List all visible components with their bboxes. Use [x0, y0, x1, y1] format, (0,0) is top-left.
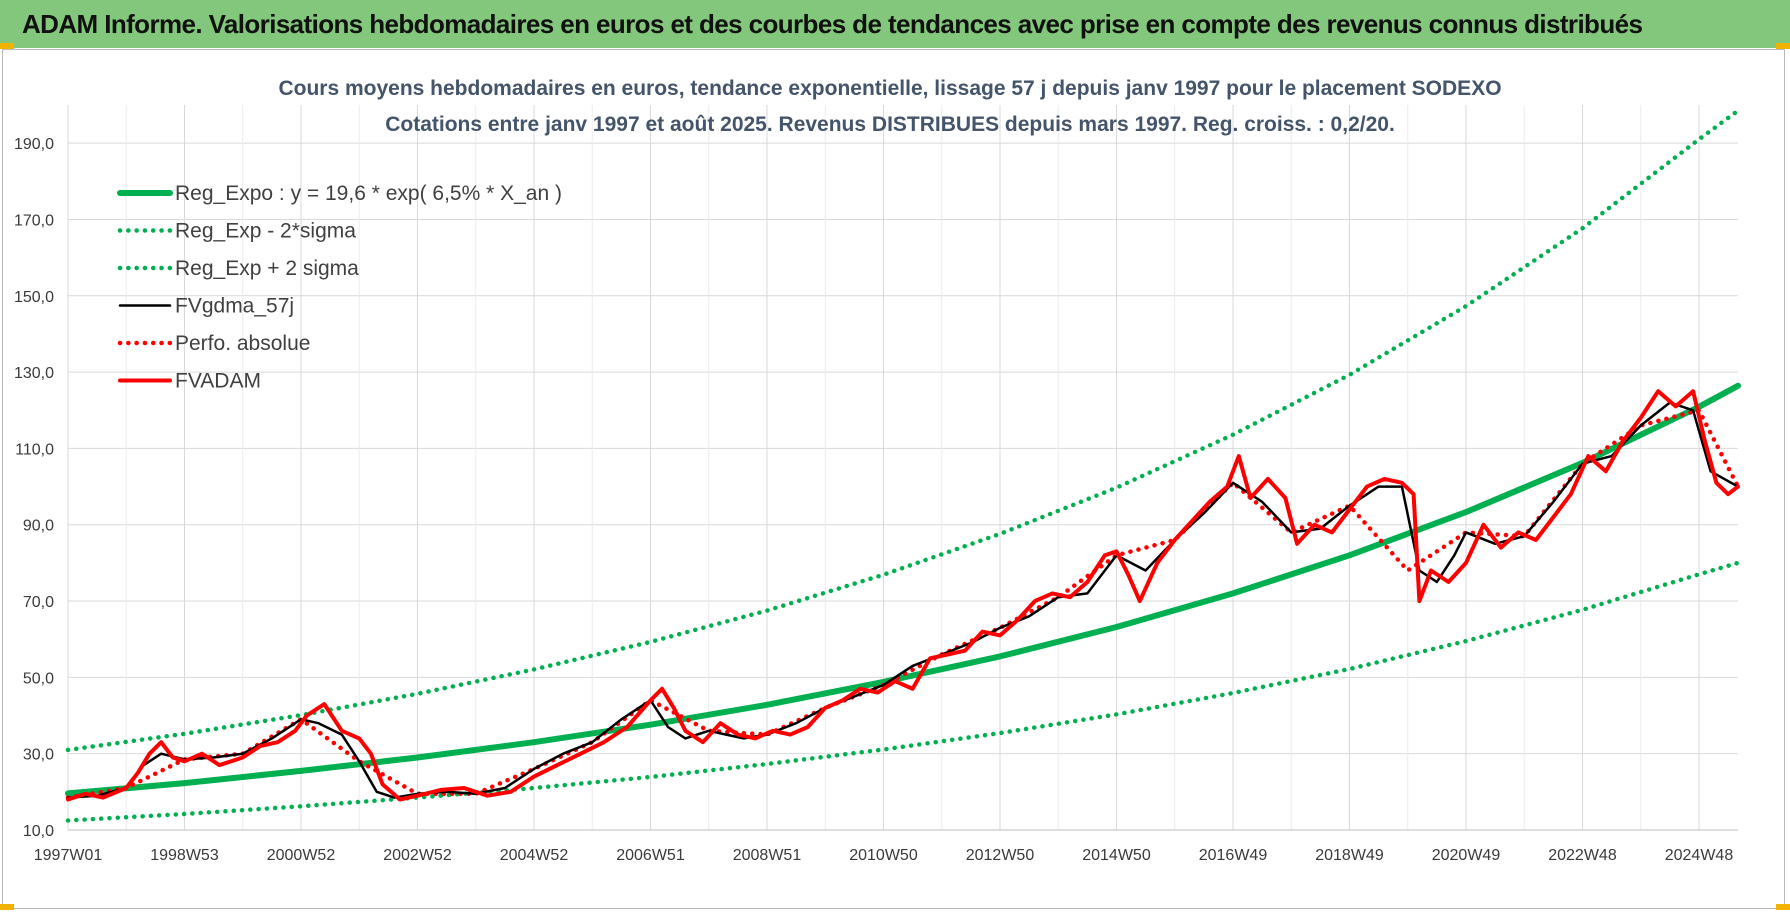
- legend-label: Perfo. absolue: [175, 332, 310, 355]
- legend-label: Reg_Expo : y = 19,6 * exp( 6,5% * X_an ): [175, 182, 562, 205]
- x-tick-label: 1998W53: [150, 847, 219, 864]
- corner-marker-bottom-left: [0, 904, 14, 910]
- corner-marker-top-right: [1776, 43, 1790, 49]
- x-tick-label: 2018W49: [1315, 847, 1384, 864]
- corner-marker-top-left: [0, 43, 14, 49]
- x-tick-label: 2024W48: [1665, 847, 1734, 864]
- chart-title: Cours moyens hebdomadaires en euros, ten…: [278, 77, 1501, 100]
- series-line-3: [65, 108, 1741, 753]
- x-tick-label: 2004W52: [500, 847, 569, 864]
- gridlines: [67, 105, 1738, 831]
- legend-label: FVADAM: [175, 370, 261, 393]
- x-tick-label: 2016W49: [1199, 847, 1268, 864]
- chart-area-border: [2, 49, 1785, 909]
- series-line-4: [66, 401, 1740, 799]
- x-tick-label: 2014W50: [1082, 847, 1151, 864]
- y-tick-label: 10,0: [23, 823, 54, 840]
- y-tick-label: 190,0: [14, 136, 54, 153]
- x-axis-ticks: 1997W01 1998W53 2000W52 2002W52 2004W52 2006W…: [34, 847, 1734, 864]
- legend-label: Reg_Exp + 2 sigma: [175, 257, 359, 280]
- y-axis-ticks: 10,0 30,0 50,0 70,0 90,0 110,0 130,0 150,0 170,0…: [14, 136, 54, 840]
- series-line-1: [65, 382, 1741, 797]
- series-lines: [65, 108, 1741, 823]
- banner-title: ADAM Informe. Valorisations hebdomadaire…: [22, 9, 1643, 39]
- y-tick-label: 70,0: [23, 594, 54, 611]
- series-line-2: [65, 560, 1741, 823]
- series-line-6: [66, 389, 1740, 802]
- series-line-5: [65, 408, 1741, 800]
- x-tick-label: 2002W52: [383, 847, 452, 864]
- corner-marker-bottom-right: [1776, 904, 1790, 910]
- chart-legend: Reg_Expo : y = 19,6 * exp( 6,5% * X_an )…: [117, 182, 562, 393]
- x-tick-label: 2006W51: [616, 847, 685, 864]
- y-tick-label: 150,0: [14, 289, 54, 306]
- chart-subtitle: Cotations entre janv 1997 et août 2025. …: [385, 113, 1395, 136]
- y-tick-label: 110,0: [15, 441, 54, 458]
- y-tick-label: 130,0: [14, 365, 54, 382]
- x-tick-label: 2008W51: [733, 847, 802, 864]
- legend-label: Reg_Exp - 2*sigma: [175, 220, 356, 243]
- x-tick-label: 2020W49: [1432, 847, 1501, 864]
- header-banner: ADAM Informe. Valorisations hebdomadaire…: [0, 0, 1790, 48]
- x-tick-label: 2012W50: [966, 847, 1035, 864]
- y-tick-label: 50,0: [23, 670, 54, 687]
- x-tick-label: 2000W52: [267, 847, 336, 864]
- x-tick-label: 2010W50: [849, 847, 918, 864]
- y-tick-label: 90,0: [23, 518, 54, 535]
- y-tick-label: 30,0: [23, 747, 54, 764]
- legend-label: FVgdma_57j: [175, 295, 294, 318]
- x-tick-label: 2022W48: [1548, 847, 1617, 864]
- y-tick-label: 170,0: [14, 212, 54, 229]
- x-tick-label: 1997W01: [34, 847, 103, 864]
